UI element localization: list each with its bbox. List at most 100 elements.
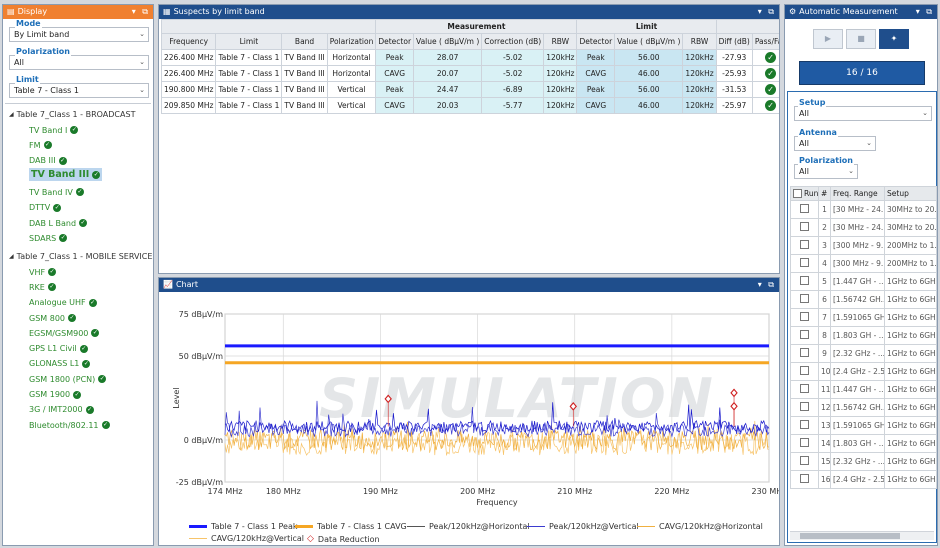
table-row[interactable]: 190.800 MHz Table 7 - Class 1 TV Band III V… [160,81,779,98]
polarization-combo[interactable]: All ⌄ [9,55,149,70]
run-checkbox[interactable] [800,240,809,249]
column-header[interactable]: Frequency [160,33,217,50]
panel-controls-icon[interactable]: ▾ ⧉ [131,7,150,16]
run-cell[interactable] [790,308,819,327]
column-header[interactable]: Setup [884,186,937,201]
run-cell[interactable] [790,254,819,273]
plot-area[interactable] [224,313,770,483]
run-cell[interactable] [790,236,819,255]
tree-item[interactable]: GPS L1 Civil ✓ [29,344,88,353]
play-button[interactable]: ▶ [813,29,843,49]
column-header[interactable]: Band [281,33,328,50]
tree-item[interactable]: VHF ✓ [29,268,57,277]
table-row[interactable]: 15[2.32 GHz - ...1GHz to 6GHzVe [790,452,937,471]
column-header[interactable]: Freq. Range [830,186,885,201]
tree-item[interactable]: DAB L Band ✓ [29,219,88,228]
data-reduction-marker[interactable] [730,401,738,411]
run-checkbox[interactable] [800,258,809,267]
select-all-checkbox[interactable] [793,189,802,199]
column-header[interactable]: Polarization [326,33,377,50]
table-row[interactable]: 10[2.4 GHz - 2.5...1GHz to 6GHzHo [790,362,937,381]
run-cell[interactable] [790,344,819,363]
run-cell[interactable] [790,416,819,435]
data-reduction-marker[interactable] [569,402,577,411]
panel-controls-icon[interactable]: ▾ ⧉ [757,280,776,289]
run-cell[interactable] [790,290,819,309]
column-header[interactable]: Detector [576,33,616,50]
table-row[interactable]: 14[1.803 GH - ...1GHz to 6GHzVe [790,434,937,453]
column-header[interactable]: # [818,186,831,201]
run-cell[interactable] [790,326,819,345]
table-row[interactable]: 9[2.32 GHz - ...1GHz to 6GHzHo [790,344,937,363]
tree-item[interactable]: FM ✓ [29,141,52,150]
table-row[interactable]: 2[30 MHz - 24...30MHz to 20...Ve [790,218,937,237]
tree-item[interactable]: DTTV ✓ [29,203,62,212]
tree-group[interactable]: ◢ Table 7_Class 1 - BROADCAST [9,110,135,119]
tree-item[interactable]: Bluetooth/802.11 ✓ [29,421,110,430]
collapse-caret-icon[interactable]: ◢ [9,111,14,118]
run-checkbox[interactable] [800,330,809,339]
run-cell[interactable] [790,398,819,417]
tree-item[interactable]: GSM 1900 ✓ [29,390,82,399]
table-row[interactable]: 4[300 MHz - 9...200MHz to 1...Ve [790,254,937,273]
table-row[interactable]: 6[1.56742 GH...1GHz to 6GHzHo [790,290,937,309]
tree-item[interactable]: GSM 800 ✓ [29,314,76,323]
column-header[interactable]: RBW [682,33,717,50]
table-row[interactable]: 13[1.591065 GH...1GHz to 6GHzVe [790,416,937,435]
column-header[interactable]: RBW [543,33,578,50]
run-cell[interactable] [790,434,819,453]
legend-item[interactable]: Table 7 - Class 1 CAVG [295,522,407,531]
legend-item[interactable]: Peak/120kHz@Vertical [527,522,639,531]
tree-item[interactable]: DAB III ✓ [29,156,67,165]
limit-combo[interactable]: Table 7 - Class 1 ⌄ [9,83,149,98]
table-row[interactable]: 7[1.591065 GH...1GHz to 6GHzHo [790,308,937,327]
table-row[interactable]: 3[300 MHz - 9...200MHz to 1...Ho [790,236,937,255]
run-cell[interactable] [790,362,819,381]
run-checkbox[interactable] [800,312,809,321]
table-row[interactable]: 226.400 MHz Table 7 - Class 1 TV Band III H… [160,49,779,66]
emission-chart[interactable]: SIMULATION 75 dBµV/m 50 dBµV/m 0 dBµV/m -25 … [159,292,779,545]
run-checkbox[interactable] [800,222,809,231]
run-checkbox[interactable] [800,438,809,447]
legend-item[interactable]: Peak/120kHz@Horizontal [407,522,530,531]
magic-wand-button[interactable]: ✦ [879,29,909,49]
antenna-combo[interactable]: All ⌄ [794,136,876,151]
column-header[interactable]: Diff (dB) [715,33,753,50]
run-checkbox[interactable] [800,420,809,429]
stop-button[interactable]: ■ [846,29,876,49]
column-header[interactable]: Detector [375,33,415,50]
table-row[interactable]: 16[2.4 GHz - 2.5...1GHz to 6GHzVe [790,470,937,489]
table-row[interactable]: 11[1.447 GH - ...1GHz to 6GHzVe [790,380,937,399]
setup-combo[interactable]: All ⌄ [794,106,932,121]
legend-item[interactable]: ◇ Data Reduction [307,534,380,544]
column-header[interactable]: Value ( dBµV/m ) [413,33,483,50]
run-cell[interactable] [790,200,819,219]
tree-item[interactable]: SDARS ✓ [29,234,68,243]
run-checkbox[interactable] [800,384,809,393]
panel-controls-icon[interactable]: ▾ ⧉ [757,7,776,16]
run-checkbox[interactable] [800,204,809,213]
table-row[interactable]: 1[30 MHz - 24...30MHz to 20...Ho [790,200,937,219]
run-cell[interactable] [790,272,819,291]
tree-item[interactable]: GLONASS L1 ✓ [29,359,91,368]
tree-item[interactable]: Analogue UHF ✓ [29,298,97,307]
column-header[interactable]: Limit [215,33,283,50]
collapse-caret-icon[interactable]: ◢ [9,253,14,261]
table-row[interactable]: 8[1.803 GH - ...1GHz to 6GHzHo [790,326,937,345]
panel-controls-icon[interactable]: ▾ ⧉ [915,7,934,16]
run-checkbox[interactable] [800,348,809,357]
tree-group[interactable]: ◢ Table 7_Class 1 - MOBILE SERVICES [9,252,153,261]
tree-item[interactable]: GSM 1800 (PCN) ✓ [29,375,107,384]
tree-item[interactable]: EGSM/GSM900 ✓ [29,329,100,338]
run-checkbox[interactable] [800,474,809,483]
column-header[interactable]: Run [790,186,819,201]
table-row[interactable]: 5[1.447 GH - ...1GHz to 6GHzHo [790,272,937,291]
data-reduction-marker[interactable] [730,388,738,398]
run-checkbox[interactable] [800,402,809,411]
run-checkbox[interactable] [800,366,809,375]
run-checkbox[interactable] [800,276,809,285]
column-header[interactable]: Correction (dB) [481,33,545,50]
am-polarization-combo[interactable]: All ⌄ [794,164,858,179]
column-header[interactable]: Pass/Fail [751,33,779,50]
run-checkbox[interactable] [800,294,809,303]
